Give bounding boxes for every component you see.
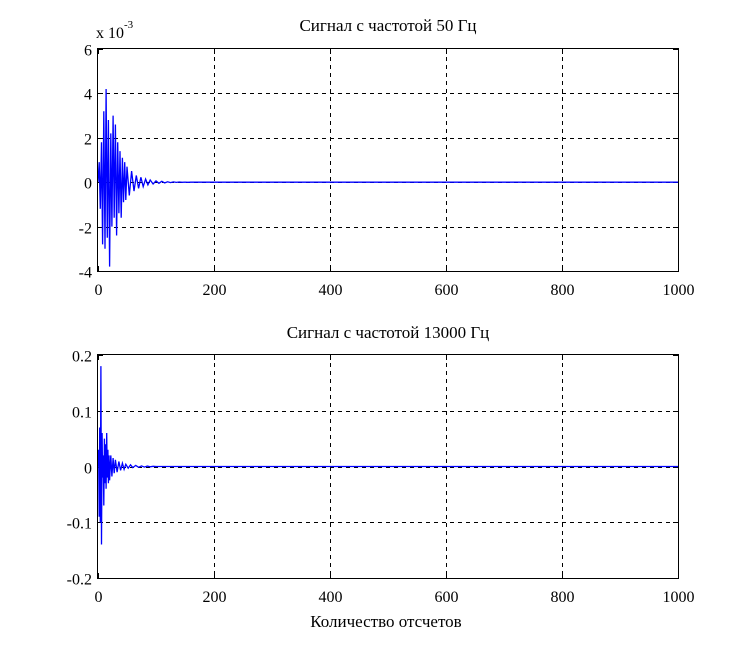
chart-13000hz-grid bbox=[98, 355, 678, 578]
chart-50hz-x-tick-label: 800 bbox=[551, 282, 575, 299]
chart-13000hz-y-tick-label: 0.1 bbox=[72, 405, 92, 422]
chart-13000hz-ticks: 0 200 400 600 800 1000 -0.2 -0.1 0 0.1 0.2 bbox=[67, 349, 695, 607]
chart-50hz-title: Сигнал с частотой 50 Гц bbox=[299, 16, 476, 35]
chart-50hz-x-tick-label: 400 bbox=[319, 282, 343, 299]
chart-50hz: Сигнал с частотой 50 Гц x 10-3 0 200 400 60… bbox=[79, 16, 695, 299]
chart-50hz-x-tick-label: 600 bbox=[435, 282, 459, 299]
chart-13000hz-xlabel: Количество отсчетов bbox=[310, 612, 461, 631]
chart-13000hz-x-tick-label: 800 bbox=[551, 589, 575, 606]
chart-50hz-series-line bbox=[97, 88, 678, 267]
chart-13000hz-x-tick-label: 1000 bbox=[663, 589, 695, 606]
chart-13000hz-x-tick-label: 400 bbox=[319, 589, 343, 606]
chart-50hz-x-tick-label: 0 bbox=[95, 282, 103, 299]
chart-13000hz-y-tick-label: 0.2 bbox=[72, 349, 92, 366]
chart-50hz-y-tick-label: -2 bbox=[79, 221, 92, 238]
chart-13000hz-frame bbox=[97, 354, 679, 579]
chart-50hz-y-tick-label: 6 bbox=[84, 43, 92, 60]
chart-13000hz-y-tick-label: 0 bbox=[84, 461, 92, 478]
chart-50hz-ticks: 0 200 400 600 800 1000 -4 -2 0 2 4 6 bbox=[79, 43, 695, 300]
chart-50hz-y-tick-label: 0 bbox=[84, 176, 92, 193]
chart-13000hz: Сигнал с частотой 13000 Гц 0 200 400 600 800… bbox=[67, 323, 695, 631]
chart-50hz-y-multiplier-base: x 10 bbox=[96, 25, 124, 42]
chart-50hz-y-tick-label: 4 bbox=[84, 87, 92, 104]
chart-50hz-frame bbox=[97, 48, 679, 272]
chart-13000hz-y-tick-label: -0.1 bbox=[67, 516, 92, 533]
chart-13000hz-y-tick-label: -0.2 bbox=[67, 572, 92, 589]
chart-13000hz-x-tick-label: 600 bbox=[435, 589, 459, 606]
chart-50hz-y-tick-label: -4 bbox=[79, 265, 92, 282]
chart-50hz-y-multiplier-exp: -3 bbox=[124, 19, 134, 31]
chart-50hz-grid bbox=[98, 49, 678, 271]
chart-50hz-x-tick-label: 1000 bbox=[663, 282, 695, 299]
chart-13000hz-series-line bbox=[97, 366, 678, 545]
chart-13000hz-x-tick-label: 0 bbox=[95, 589, 103, 606]
chart-13000hz-series bbox=[97, 366, 678, 545]
chart-50hz-series bbox=[97, 88, 678, 267]
chart-13000hz-x-tick-label: 200 bbox=[203, 589, 227, 606]
chart-50hz-x-tick-label: 200 bbox=[203, 282, 227, 299]
chart-13000hz-title: Сигнал с частотой 13000 Гц bbox=[287, 323, 490, 342]
chart-50hz-y-multiplier: x 10-3 bbox=[96, 19, 134, 42]
chart-50hz-y-tick-label: 2 bbox=[84, 132, 92, 149]
